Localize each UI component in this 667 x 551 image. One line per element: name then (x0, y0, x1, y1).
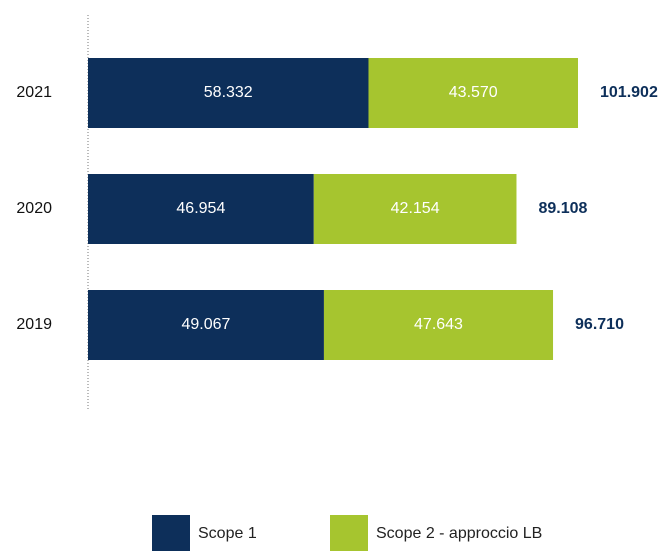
bar-segment (88, 58, 369, 128)
value-label: 42.154 (391, 200, 440, 217)
bar-segment (323, 290, 554, 360)
total-label: 89.108 (538, 200, 587, 217)
bar-segment (88, 290, 324, 360)
total-label: 101.902 (600, 84, 658, 101)
bar-segment (313, 174, 517, 244)
bar-segment (88, 174, 314, 244)
bar-segment (368, 58, 578, 128)
y-tick-label: 2020 (16, 200, 52, 217)
value-label: 49.067 (182, 316, 231, 333)
y-tick-label: 2021 (16, 84, 52, 101)
legend-label: Scope 1 (198, 525, 257, 542)
total-label: 96.710 (575, 316, 624, 333)
legend-label: Scope 2 - approccio LB (376, 525, 542, 542)
value-label: 46.954 (176, 200, 225, 217)
value-label: 47.643 (414, 316, 463, 333)
legend-swatch (152, 515, 190, 551)
y-tick-label: 2019 (16, 316, 52, 333)
value-label: 58.332 (204, 84, 253, 101)
value-label: 43.570 (449, 84, 498, 101)
legend-swatch (330, 515, 368, 551)
